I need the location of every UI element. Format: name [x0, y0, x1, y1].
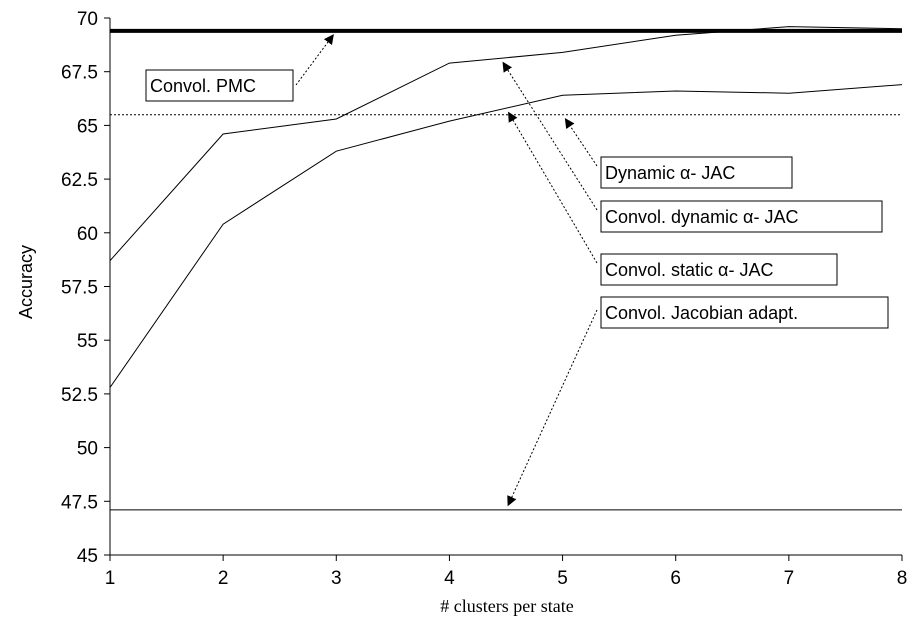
annotation-box	[600, 200, 883, 233]
annotation-arrow	[295, 34, 334, 86]
annotation-box	[600, 296, 889, 329]
x-axis-title: # clusters per state	[440, 596, 573, 616]
series-line-1	[109, 26, 903, 262]
y-axis-title: Accuracy	[16, 245, 36, 319]
annotation-label: Convol. dynamic α- JAC	[605, 207, 798, 227]
annotation-arrow	[508, 111, 598, 264]
annotation-label: Convol. Jacobian adapt.	[605, 303, 798, 323]
annotation-label: Dynamic α- JAC	[605, 163, 735, 183]
y-tick-label: 70	[77, 9, 98, 30]
y-tick-label: 45	[77, 546, 98, 567]
annotation-arrow	[502, 61, 598, 211]
y-tick-label: 57.5	[61, 278, 98, 299]
annotation-label: Convol. PMC	[150, 76, 256, 96]
y-tick-label: 47.5	[61, 492, 98, 513]
annotation-box	[600, 253, 838, 286]
annotation-box	[600, 156, 793, 189]
x-tick-label: 3	[331, 568, 342, 589]
x-tick-label: 7	[784, 568, 795, 589]
annotation-arrow	[507, 309, 598, 507]
y-tick-label: 65	[77, 116, 98, 137]
y-tick-label: 50	[77, 439, 98, 460]
y-tick-label: 55	[77, 331, 98, 352]
series-line-3	[109, 84, 903, 388]
y-tick-label: 67.5	[61, 63, 98, 84]
x-tick-label: 8	[897, 568, 908, 589]
annotation-label: Convol. static α- JAC	[605, 260, 773, 280]
y-tick-label: 60	[77, 224, 98, 245]
y-tick-label: 62.5	[61, 170, 98, 191]
x-tick-label: 6	[670, 568, 681, 589]
x-tick-label: 1	[105, 568, 116, 589]
x-tick-label: 2	[218, 568, 229, 589]
annotation-box	[145, 69, 294, 102]
x-tick-label: 4	[444, 568, 455, 589]
annotation-arrow	[564, 117, 598, 167]
x-tick-label: 5	[557, 568, 568, 589]
y-tick-label: 52.5	[61, 385, 98, 406]
